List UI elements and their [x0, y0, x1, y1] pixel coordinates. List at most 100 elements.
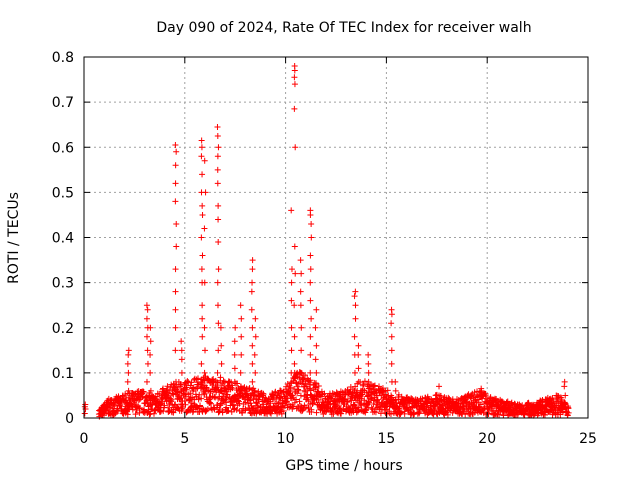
data-point — [436, 383, 443, 390]
data-point — [174, 389, 181, 396]
data-point — [218, 342, 225, 349]
data-point — [99, 411, 106, 418]
data-point — [355, 342, 362, 349]
data-point — [307, 351, 314, 358]
data-point — [239, 409, 246, 416]
y-tick-label: 0.2 — [52, 321, 74, 337]
chart-title: Day 090 of 2024, Rate Of TEC Index for r… — [156, 20, 531, 36]
data-point — [308, 315, 315, 322]
data-point — [251, 387, 258, 394]
data-point — [366, 399, 373, 406]
data-point — [365, 360, 372, 367]
data-point — [396, 410, 403, 417]
data-point — [198, 395, 205, 402]
data-point — [252, 315, 259, 322]
data-point — [355, 365, 362, 372]
data-point — [187, 400, 194, 407]
data-point — [384, 387, 391, 394]
data-point — [361, 378, 368, 385]
data-point — [477, 401, 484, 408]
y-tick-label: 0.6 — [52, 140, 74, 156]
data-point — [172, 180, 179, 187]
data-point — [307, 207, 314, 214]
data-point — [111, 403, 118, 410]
data-point — [365, 351, 372, 358]
data-point — [307, 279, 314, 286]
data-point — [297, 257, 304, 264]
data-point — [364, 393, 371, 400]
data-point — [231, 365, 238, 372]
data-point — [351, 333, 358, 340]
data-point — [204, 406, 211, 413]
data-point — [349, 406, 356, 413]
data-point — [388, 360, 395, 367]
data-point — [237, 369, 244, 376]
data-point — [195, 396, 202, 403]
data-point — [143, 302, 150, 309]
data-point — [436, 392, 443, 399]
data-point — [307, 377, 314, 384]
y-tick-label: 0.4 — [52, 231, 74, 247]
data-point — [178, 387, 185, 394]
data-point — [202, 347, 209, 354]
data-point — [215, 216, 222, 223]
data-point — [347, 403, 354, 410]
data-point — [259, 394, 266, 401]
data-point — [388, 347, 395, 354]
y-tick-label: 0.3 — [52, 276, 74, 292]
data-point — [167, 397, 174, 404]
data-point — [291, 385, 298, 392]
data-point — [214, 123, 221, 130]
data-point — [106, 404, 113, 411]
data-point — [245, 386, 252, 393]
x-tick-label: 20 — [478, 431, 496, 447]
data-point — [125, 347, 132, 354]
data-point — [214, 302, 221, 309]
data-point — [287, 384, 294, 391]
data-point — [173, 243, 180, 250]
data-point — [313, 342, 320, 349]
data-point — [249, 360, 256, 367]
data-point — [173, 220, 180, 227]
data-point — [220, 393, 227, 400]
data-point — [238, 315, 245, 322]
x-tick-label: 25 — [579, 431, 597, 447]
data-point — [291, 360, 298, 367]
data-point — [297, 288, 304, 295]
data-point — [202, 189, 209, 196]
data-point — [370, 383, 377, 390]
data-point — [291, 105, 298, 112]
data-point — [214, 180, 221, 187]
data-point — [354, 392, 361, 399]
data-point — [198, 153, 205, 160]
data-point — [136, 404, 143, 411]
data-point — [294, 390, 301, 397]
data-point — [300, 376, 307, 383]
data-point — [444, 408, 451, 415]
data-point — [338, 410, 345, 417]
data-point — [302, 372, 309, 379]
data-point — [143, 378, 150, 385]
data-point — [214, 153, 221, 160]
data-point — [225, 407, 232, 414]
data-point — [212, 394, 219, 401]
data-point — [187, 382, 194, 389]
data-point — [288, 369, 295, 376]
tick-labels: 0 5 10 15 20 25 0 0.1 0.2 0.3 0.4 0.5 0.6 0.7 0.8 — [52, 50, 597, 447]
data-point — [251, 351, 258, 358]
data-point — [125, 351, 132, 358]
data-point — [252, 369, 259, 376]
data-point — [387, 411, 394, 418]
data-point — [276, 394, 283, 401]
data-point — [238, 351, 245, 358]
x-tick-label: 15 — [377, 431, 395, 447]
y-tick-label: 0.8 — [52, 50, 74, 66]
data-point — [124, 411, 131, 418]
data-point — [313, 306, 320, 313]
data-point — [388, 306, 395, 313]
data-point — [297, 302, 304, 309]
data-point — [343, 398, 350, 405]
y-axis-label: ROTI / TECUs — [6, 192, 22, 284]
data-point — [351, 293, 358, 300]
data-point — [392, 378, 399, 385]
